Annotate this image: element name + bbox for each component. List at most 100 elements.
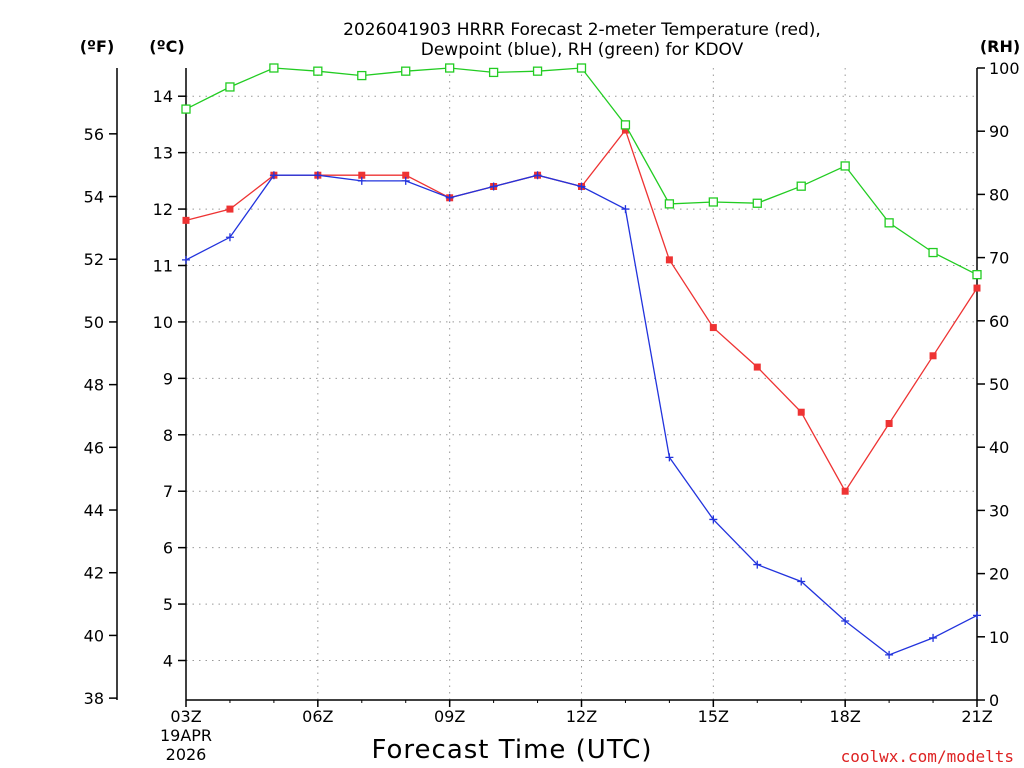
rh-point xyxy=(620,120,631,130)
rh-point xyxy=(884,218,894,228)
x-tick-label: 15Z xyxy=(698,707,729,726)
temperature-point xyxy=(358,171,366,179)
fahrenheit-tick-label: 38 xyxy=(84,689,104,708)
rh-tick-label: 0 xyxy=(989,691,999,710)
x-tick-label: 21Z xyxy=(961,707,992,726)
dewpoint-point xyxy=(973,611,981,620)
temperature-point xyxy=(973,284,981,292)
celsius-tick-label: 9 xyxy=(163,369,173,388)
dewpoint-point xyxy=(357,176,366,185)
rh-point xyxy=(445,63,455,73)
fahrenheit-tick-label: 40 xyxy=(84,626,104,645)
celsius-tick-label: 8 xyxy=(163,426,173,445)
fahrenheit-tick-label: 52 xyxy=(84,250,104,269)
fahrenheit-tick-label: 42 xyxy=(84,564,104,583)
rh-tick-label: 20 xyxy=(989,565,1009,584)
rh-point xyxy=(796,181,806,191)
x-axis-title: Forecast Time (UTC) xyxy=(371,735,652,765)
dewpoint-point xyxy=(753,560,762,569)
rh-point xyxy=(181,104,191,114)
date-label-line1: 19APR xyxy=(160,726,212,745)
rh-tick-label: 70 xyxy=(989,249,1009,268)
rh-tick-label: 60 xyxy=(989,312,1009,331)
rh-point xyxy=(225,82,235,92)
rh-tick-label: 10 xyxy=(989,628,1009,647)
dewpoint-point xyxy=(709,515,718,524)
rh-tick-label: 100 xyxy=(989,59,1020,78)
rh-point xyxy=(708,197,718,207)
dewpoint-point xyxy=(225,233,234,242)
x-tick-label: 06Z xyxy=(302,707,333,726)
dewpoint-point xyxy=(313,171,322,180)
dewpoint-point xyxy=(445,193,454,202)
temperature-point xyxy=(182,216,190,224)
x-tick-label: 18Z xyxy=(830,707,861,726)
dewpoint-point xyxy=(929,633,938,642)
rh-point xyxy=(664,199,675,209)
fahrenheit-tick-label: 48 xyxy=(84,376,104,395)
dewpoint-point xyxy=(182,255,190,264)
rh-point xyxy=(840,161,850,171)
dewpoint-point xyxy=(269,171,278,180)
dewpoint-point xyxy=(885,650,894,659)
series xyxy=(181,63,982,659)
rh-tick-label: 30 xyxy=(989,501,1009,520)
rh-unit-label: (RH) xyxy=(980,37,1020,56)
celsius-tick-label: 5 xyxy=(163,595,173,614)
temperature-point xyxy=(402,171,410,179)
dewpoint-point xyxy=(841,617,850,625)
dewpoint-point xyxy=(533,171,542,180)
temperature-point xyxy=(753,363,761,371)
dewpoint-point xyxy=(797,577,806,586)
fahrenheit-tick-label: 54 xyxy=(84,188,104,207)
fahrenheit-tick-label: 44 xyxy=(84,501,104,520)
celsius-tick-label: 10 xyxy=(153,313,173,332)
x-tick-label: 12Z xyxy=(566,707,597,726)
celsius-tick-label: 4 xyxy=(163,652,173,671)
fahrenheit-tick-label: 46 xyxy=(84,438,104,457)
rh-point xyxy=(928,247,938,258)
celsius-tick-label: 11 xyxy=(153,257,173,276)
temperature-point xyxy=(226,205,234,213)
dewpoint-point xyxy=(665,453,674,462)
rh-point xyxy=(313,66,323,76)
chart-title-line2: Dewpoint (blue), RH (green) for KDOV xyxy=(421,40,744,60)
rh-point xyxy=(576,63,587,73)
fahrenheit-tick-label: 50 xyxy=(84,313,104,332)
fahrenheit-unit-label: (ºF) xyxy=(80,37,115,56)
temperature-point xyxy=(885,420,893,427)
rh-point xyxy=(401,66,411,76)
rh-tick-label: 50 xyxy=(989,375,1009,394)
chart-title-line1: 2026041903 HRRR Forecast 2-meter Tempera… xyxy=(343,20,821,40)
celsius-unit-label: (ºC) xyxy=(149,37,184,56)
x-tick-label: 09Z xyxy=(434,707,465,726)
rh-tick-label: 40 xyxy=(989,438,1009,457)
dewpoint-point xyxy=(401,176,410,185)
grid-lines xyxy=(186,68,977,700)
temperature-point xyxy=(621,126,629,134)
rh-point xyxy=(972,270,982,280)
temperature-point xyxy=(929,352,937,360)
rh-tick-label: 90 xyxy=(989,122,1009,141)
temperature-point xyxy=(665,256,673,264)
celsius-tick-label: 7 xyxy=(163,482,173,501)
celsius-tick-label: 14 xyxy=(153,87,173,106)
axis-ticks: 03Z 06Z 09Z 12Z 15Z 18Z 21Z4567891011121314384… xyxy=(84,59,1020,726)
dewpoint-point xyxy=(577,182,586,191)
celsius-tick-label: 12 xyxy=(153,200,173,219)
celsius-tick-label: 13 xyxy=(153,144,173,163)
temperature-point xyxy=(797,408,805,416)
dewpoint-point xyxy=(489,182,498,191)
celsius-tick-label: 6 xyxy=(163,539,173,558)
dewpoint-point xyxy=(621,205,630,214)
credit-label: coolwx.com/modelts xyxy=(841,747,1014,766)
temperature-point xyxy=(709,324,717,332)
x-tick-label: 03Z xyxy=(170,707,201,726)
rh-point xyxy=(488,67,499,78)
temperature-point xyxy=(841,487,849,495)
rh-point xyxy=(269,63,279,73)
fahrenheit-tick-label: 56 xyxy=(84,125,104,144)
rh-point xyxy=(532,66,543,76)
date-label-line2: 2026 xyxy=(166,745,207,764)
